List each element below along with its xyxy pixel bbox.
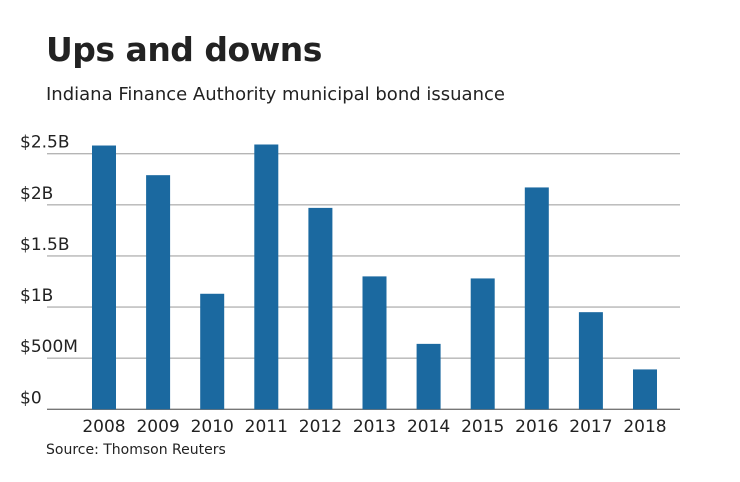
- x-tick-label: 2009: [136, 417, 179, 437]
- bar-2010: [200, 293, 225, 410]
- y-tick-label: $2.5B: [20, 133, 70, 153]
- y-tick-label: $2B: [20, 184, 53, 204]
- x-tick-label: 2016: [515, 417, 558, 437]
- chart-source: Source: Thomson Reuters: [46, 442, 226, 458]
- bar-2012: [308, 207, 333, 410]
- y-tick-label: $500M: [20, 337, 78, 357]
- bar-2011: [254, 144, 279, 410]
- bar-2014: [416, 343, 441, 410]
- bar-2017: [578, 312, 603, 410]
- y-tick-label: $1B: [20, 286, 53, 306]
- bar-2009: [146, 175, 171, 410]
- bar-2016: [524, 187, 549, 410]
- bar-2018: [633, 369, 657, 410]
- chart-subtitle: Indiana Finance Authority municipal bond…: [46, 84, 505, 105]
- x-tick-label: 2010: [191, 417, 234, 437]
- x-tick-label: 2011: [245, 417, 288, 437]
- bar-2008: [92, 145, 116, 410]
- x-tick-label: 2008: [82, 417, 125, 437]
- x-tick-label: 2015: [461, 417, 504, 437]
- x-tick-label: 2013: [353, 417, 396, 437]
- x-tick-label: 2018: [623, 417, 666, 437]
- y-tick-label: $1.5B: [20, 235, 70, 255]
- x-tick-label: 2017: [569, 417, 612, 437]
- x-tick-label: 2012: [299, 417, 342, 437]
- x-tick-label: 2014: [407, 417, 450, 437]
- y-tick-label: $0: [20, 388, 42, 408]
- bar-2013: [362, 276, 387, 410]
- bar-2015: [470, 278, 495, 410]
- chart-title: Ups and downs: [46, 30, 322, 69]
